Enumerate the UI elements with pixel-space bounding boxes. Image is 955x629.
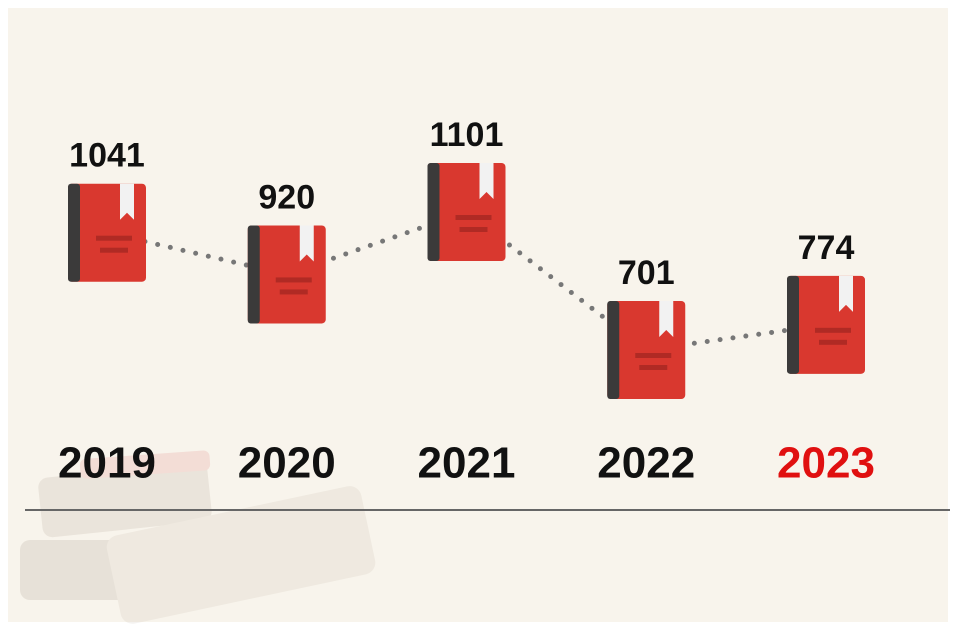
- book-line: [275, 277, 312, 283]
- book-line: [639, 365, 668, 370]
- value-label: 920: [258, 178, 315, 216]
- bookmark: [839, 275, 853, 312]
- value-label: 774: [798, 229, 855, 267]
- value-label: 1101: [430, 116, 504, 154]
- value-label: 701: [618, 254, 675, 292]
- bookmark: [120, 183, 134, 220]
- book-spine: [247, 225, 260, 324]
- book-marker: [68, 183, 146, 282]
- x-tick-label: 2021: [418, 439, 516, 488]
- x-tick-label: 2020: [238, 439, 336, 488]
- book-spine: [607, 301, 620, 399]
- x-tick-label: 2022: [597, 439, 695, 488]
- bookmark: [299, 225, 314, 262]
- book-line: [815, 327, 851, 333]
- book-spine: [427, 163, 440, 261]
- value-label: 1041: [69, 137, 145, 175]
- book-line: [459, 227, 488, 232]
- book-spine: [787, 275, 799, 374]
- book-line: [819, 339, 847, 345]
- book-line: [100, 247, 128, 253]
- book-marker: [247, 225, 326, 324]
- book-line: [279, 289, 308, 295]
- book-marker: [427, 163, 506, 261]
- book-spine: [68, 183, 80, 282]
- plot: 1041 920 1101 701 774 2019 2020 2021 2022 2023: [58, 116, 875, 488]
- book-line: [635, 353, 672, 358]
- book-line: [96, 235, 132, 241]
- x-tick-label: 2023: [777, 439, 875, 488]
- book-marker: [607, 301, 686, 399]
- bookmark: [659, 301, 674, 337]
- book-line: [455, 215, 492, 220]
- book-marker: [787, 275, 865, 374]
- bookmark: [479, 163, 494, 199]
- decor-books: [20, 450, 376, 624]
- x-tick-label: 2019: [58, 439, 156, 488]
